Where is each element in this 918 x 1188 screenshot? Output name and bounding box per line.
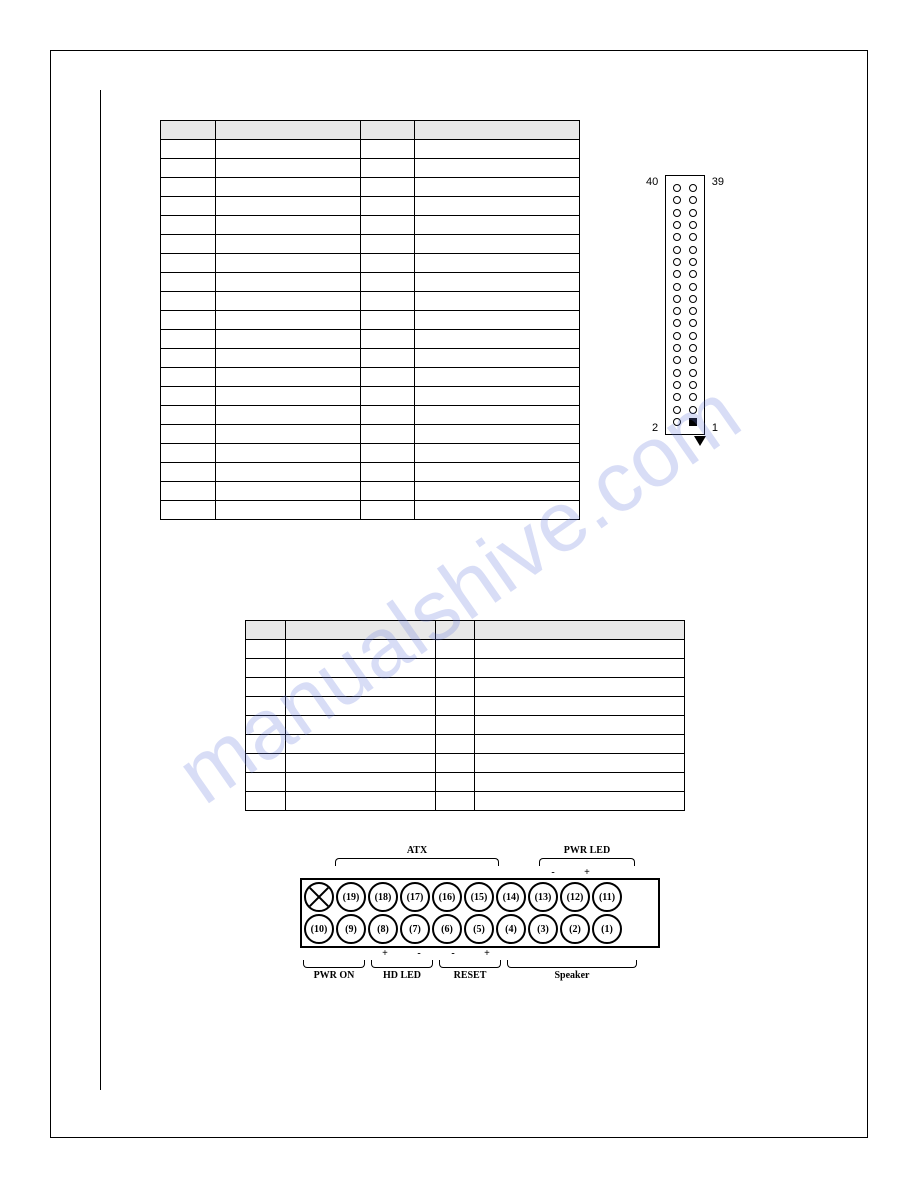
table-row (161, 197, 580, 216)
table-row (161, 444, 580, 463)
table-row (246, 792, 685, 811)
fp-pin: (19) (336, 882, 366, 912)
fp-label: Speaker (504, 970, 640, 981)
table-row (161, 425, 580, 444)
fp-pin: (6) (432, 914, 462, 944)
margin-vline (100, 90, 101, 1090)
table-row (161, 254, 580, 273)
fp-pin: (9) (336, 914, 366, 944)
fp-label: ATX (332, 845, 502, 856)
fp-label: PWR ON (300, 970, 368, 981)
table-row (161, 501, 580, 520)
pin-label-40: 40 (646, 176, 658, 188)
table-header (435, 621, 475, 640)
table-row (161, 330, 580, 349)
table-row (246, 716, 685, 735)
table-header (415, 121, 580, 140)
fp-pin: (7) (400, 914, 430, 944)
pinout-table-1 (160, 120, 580, 520)
table-header (215, 121, 360, 140)
ide-connector-diagram: 40 39 2 1 (665, 175, 705, 435)
table-row (246, 659, 685, 678)
fp-pin (304, 882, 334, 912)
table-row (161, 368, 580, 387)
fp-pin: (1) (592, 914, 622, 944)
table-row (161, 235, 580, 254)
pin-label-2: 2 (652, 422, 658, 434)
fp-pin: (13) (528, 882, 558, 912)
pinout-table-2 (245, 620, 685, 811)
table-row (161, 406, 580, 425)
table-row (161, 159, 580, 178)
table-header (246, 621, 286, 640)
table-row (161, 178, 580, 197)
table-row (161, 216, 580, 235)
table-header (161, 121, 216, 140)
fp-pin: (18) (368, 882, 398, 912)
fp-pin: (12) (560, 882, 590, 912)
fp-pin: (15) (464, 882, 494, 912)
table-row (246, 697, 685, 716)
table-row (246, 640, 685, 659)
fp-label: HD LED (368, 970, 436, 981)
table-row (161, 482, 580, 501)
fp-pin: (3) (528, 914, 558, 944)
fp-label: PWR LED (536, 845, 638, 856)
pin-label-1: 1 (712, 422, 718, 434)
table-row (161, 349, 580, 368)
fp-pin: (8) (368, 914, 398, 944)
table-row (161, 292, 580, 311)
table-row (161, 387, 580, 406)
fp-pin: (11) (592, 882, 622, 912)
fp-pin: (14) (496, 882, 526, 912)
table-header (285, 621, 435, 640)
table-row (161, 463, 580, 482)
table-row (161, 273, 580, 292)
pin1-marker (694, 436, 706, 446)
fp-pin: (4) (496, 914, 526, 944)
fp-pin: (17) (400, 882, 430, 912)
fp-label: RESET (436, 970, 504, 981)
table-row (246, 735, 685, 754)
fp-pin: (10) (304, 914, 334, 944)
fp-pin: (2) (560, 914, 590, 944)
table-header (360, 121, 415, 140)
front-panel-diagram: ATXPWR LED -+ (19)(18)(17)(16)(15)(14)(1… (300, 845, 660, 981)
fp-pin: (16) (432, 882, 462, 912)
table-row (161, 311, 580, 330)
table-row (161, 140, 580, 159)
table-row (246, 678, 685, 697)
fp-pin: (5) (464, 914, 494, 944)
table-row (246, 754, 685, 773)
table-row (246, 773, 685, 792)
pin-label-39: 39 (712, 176, 724, 188)
table-header (475, 621, 685, 640)
